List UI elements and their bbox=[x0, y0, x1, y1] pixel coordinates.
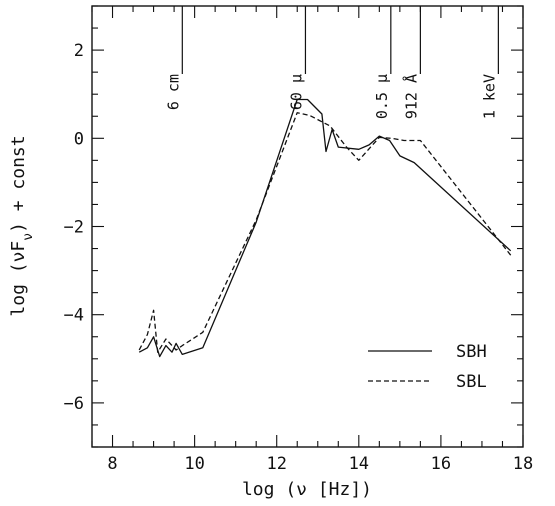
x-tick-label: 18 bbox=[513, 454, 533, 474]
series-lines bbox=[138, 98, 512, 358]
y-axis-label: log (νFν) + const bbox=[8, 135, 36, 316]
band-marker-label: 60 μ bbox=[287, 74, 305, 110]
band-marker-label: 6 cm bbox=[164, 74, 182, 110]
y-tick-label: −2 bbox=[64, 218, 84, 238]
band-marker-label: 0.5 μ bbox=[373, 74, 391, 119]
legend: SBH SBL bbox=[368, 342, 487, 392]
legend-label-sbh: SBH bbox=[456, 342, 487, 362]
series-line-sbh bbox=[138, 98, 512, 358]
x-tick-label: 16 bbox=[431, 454, 451, 474]
series-line-sbl bbox=[138, 112, 512, 353]
band-marker-label: 1 keV bbox=[480, 74, 498, 119]
legend-label-sbl: SBL bbox=[456, 372, 487, 392]
y-tick-label: 2 bbox=[74, 41, 84, 61]
x-tick-label: 8 bbox=[107, 454, 117, 474]
axis-ticks bbox=[91, 5, 524, 448]
band-markers: 6 cm 60 μ 0.5 μ 912 Å 1 keV bbox=[164, 6, 499, 119]
y-tick-label: −6 bbox=[64, 394, 84, 414]
x-tick-label: 12 bbox=[266, 454, 286, 474]
x-tick-label: 14 bbox=[349, 454, 369, 474]
y-tick-label: −4 bbox=[64, 306, 84, 326]
tick-labels: 8 10 12 14 16 18 −6 −4 −2 0 2 bbox=[64, 41, 534, 474]
y-tick-label: 0 bbox=[74, 129, 84, 149]
x-axis-label: log (ν [Hz]) bbox=[242, 479, 372, 500]
band-marker-label: 912 Å bbox=[401, 74, 420, 119]
x-tick-label: 10 bbox=[184, 454, 204, 474]
